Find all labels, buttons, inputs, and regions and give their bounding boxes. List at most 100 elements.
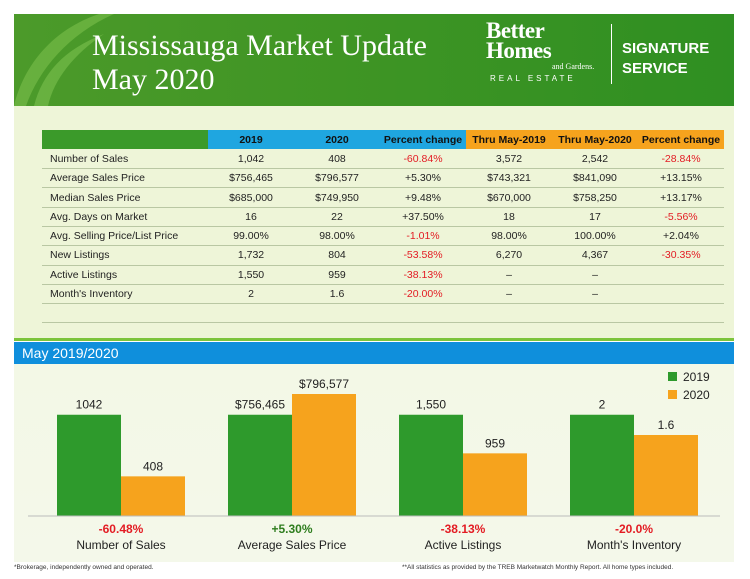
bar-2020-0: [121, 476, 185, 516]
bar-2020-1: [292, 394, 356, 516]
cell-ytd-2019: 98.00%: [466, 226, 552, 247]
cell-2020: 1.6: [294, 284, 380, 305]
cell-percent: +9.48%: [380, 187, 466, 208]
cell-ytd-2020: 100.00%: [552, 226, 638, 247]
cell-2019: 1,732: [208, 245, 294, 266]
cell-ytd-2019: –: [466, 284, 552, 305]
row-label: [42, 303, 208, 324]
data-label-2020-1: $796,577: [299, 377, 349, 391]
cell-ytd-percent: [638, 265, 724, 285]
cell-2020: $796,577: [294, 168, 380, 189]
cell-ytd-2020: $758,250: [552, 187, 638, 208]
bar-2019-1: [228, 414, 292, 516]
col-header-thru-may-2020: Thru May-2020: [552, 130, 638, 150]
bar-2020-2: [463, 453, 527, 516]
cell-ytd-2020: –: [552, 284, 638, 305]
col-header-thru-may-2019: Thru May-2019: [466, 130, 552, 150]
col-header-2019: 2019: [208, 130, 294, 150]
cell-2020: 98.00%: [294, 226, 380, 247]
cell-2019: 1,042: [208, 149, 294, 170]
table-header-row: 2019 2020 Percent change Thru May-2019 T…: [42, 130, 724, 150]
cell-2020: $749,950: [294, 187, 380, 208]
cell-ytd-percent: +2.04%: [638, 226, 724, 247]
data-label-2019-2: 1,550: [416, 398, 446, 412]
percent-change-label-0: -60.48%: [99, 522, 144, 536]
chart-section-title: May 2019/2020: [14, 342, 734, 364]
table-row: New Listings 1,732 804 -53.58% 6,270 4,3…: [42, 245, 724, 266]
cell-ytd-percent: -30.35%: [638, 245, 724, 266]
logo-line-4: REAL ESTATE: [490, 74, 576, 83]
logo-line-1: Better: [486, 18, 545, 43]
cell-percent: +37.50%: [380, 207, 466, 227]
category-label-3: Month's Inventory: [587, 538, 681, 552]
table-row: Avg. Selling Price/List Price 99.00% 98.…: [42, 226, 724, 247]
cell-2019: 16: [208, 207, 294, 227]
percent-change-label-2: -38.13%: [441, 522, 486, 536]
table-row: Average Sales Price $756,465 $796,577 +5…: [42, 168, 724, 189]
table-row: Number of Sales 1,042 408 -60.84% 3,572 …: [42, 149, 724, 170]
cell-ytd-2019: $670,000: [466, 187, 552, 208]
stats-table: 2019 2020 Percent change Thru May-2019 T…: [42, 130, 724, 324]
table-header-blank: [42, 130, 208, 150]
cell-2019: 99.00%: [208, 226, 294, 247]
data-label-2019-1: $756,465: [235, 398, 285, 412]
cell-ytd-2020: 2,542: [552, 149, 638, 170]
cell-ytd-percent: +13.15%: [638, 168, 724, 189]
cell-ytd-percent: [638, 303, 724, 324]
cell-ytd-2020: [552, 303, 638, 324]
leaf-swoosh-graphic: [14, 14, 114, 106]
data-label-2020-0: 408: [143, 459, 163, 473]
legend-label-2019: 2019: [683, 370, 710, 384]
cell-2019: $685,000: [208, 187, 294, 208]
cell-2019: [208, 303, 294, 324]
stats-table-panel: 2019 2020 Percent change Thru May-2019 T…: [14, 106, 734, 338]
logo-divider: [611, 24, 612, 84]
table-row: [42, 303, 724, 324]
bar-2020-3: [634, 434, 698, 516]
cell-2020: 408: [294, 149, 380, 170]
cell-ytd-2019: –: [466, 265, 552, 285]
percent-change-label-3: -20.0%: [615, 522, 653, 536]
table-row: Active Listings 1,550 959 -38.13% – –: [42, 265, 724, 285]
cell-2019: $756,465: [208, 168, 294, 189]
cell-ytd-2020: 17: [552, 207, 638, 227]
cell-2020: [294, 303, 380, 324]
cell-2020: 22: [294, 207, 380, 227]
row-label: Active Listings: [42, 265, 208, 285]
row-label: New Listings: [42, 245, 208, 266]
cell-2020: 804: [294, 245, 380, 266]
cell-ytd-2020: –: [552, 265, 638, 285]
cell-ytd-percent: -5.56%: [638, 207, 724, 227]
legend-label-2020: 2020: [683, 388, 710, 402]
cell-2020: 959: [294, 265, 380, 285]
logo-line-2: Homes: [486, 38, 552, 63]
signature-line-1: SIGNATURE: [622, 40, 710, 57]
cell-ytd-percent: -28.84%: [638, 149, 724, 170]
row-label: Avg. Selling Price/List Price: [42, 226, 208, 247]
cell-ytd-2019: $743,321: [466, 168, 552, 189]
cell-ytd-percent: +13.17%: [638, 187, 724, 208]
data-label-2020-3: 1.6: [658, 418, 675, 432]
row-label: Avg. Days on Market: [42, 207, 208, 227]
category-label-2: Active Listings: [425, 538, 502, 552]
bar-2019-0: [57, 414, 121, 516]
data-label-2020-2: 959: [485, 436, 505, 450]
row-label: Average Sales Price: [42, 168, 208, 189]
cell-ytd-2020: $841,090: [552, 168, 638, 189]
legend-swatch-2020: [668, 390, 677, 399]
footnote-left: *Brokerage, independently owned and oper…: [14, 564, 154, 571]
col-header-2020: 2020: [294, 130, 380, 150]
cell-percent: -1.01%: [380, 226, 466, 247]
bar-2019-2: [399, 414, 463, 516]
cell-2019: 2: [208, 284, 294, 305]
data-label-2019-3: 2: [599, 398, 606, 412]
data-label-2019-0: 1042: [76, 398, 103, 412]
cell-ytd-percent: [638, 284, 724, 305]
logo-line-3: and Gardens.: [552, 62, 595, 71]
cell-ytd-2019: [466, 303, 552, 324]
page-subtitle: May 2020: [92, 63, 215, 96]
row-label: Median Sales Price: [42, 187, 208, 208]
section-accent-line: [14, 338, 734, 341]
table-row: Month's Inventory 2 1.6 -20.00% – –: [42, 284, 724, 305]
bar-chart: 1042 408 -60.48% Number of Sales $756,465 $79…: [28, 370, 720, 552]
